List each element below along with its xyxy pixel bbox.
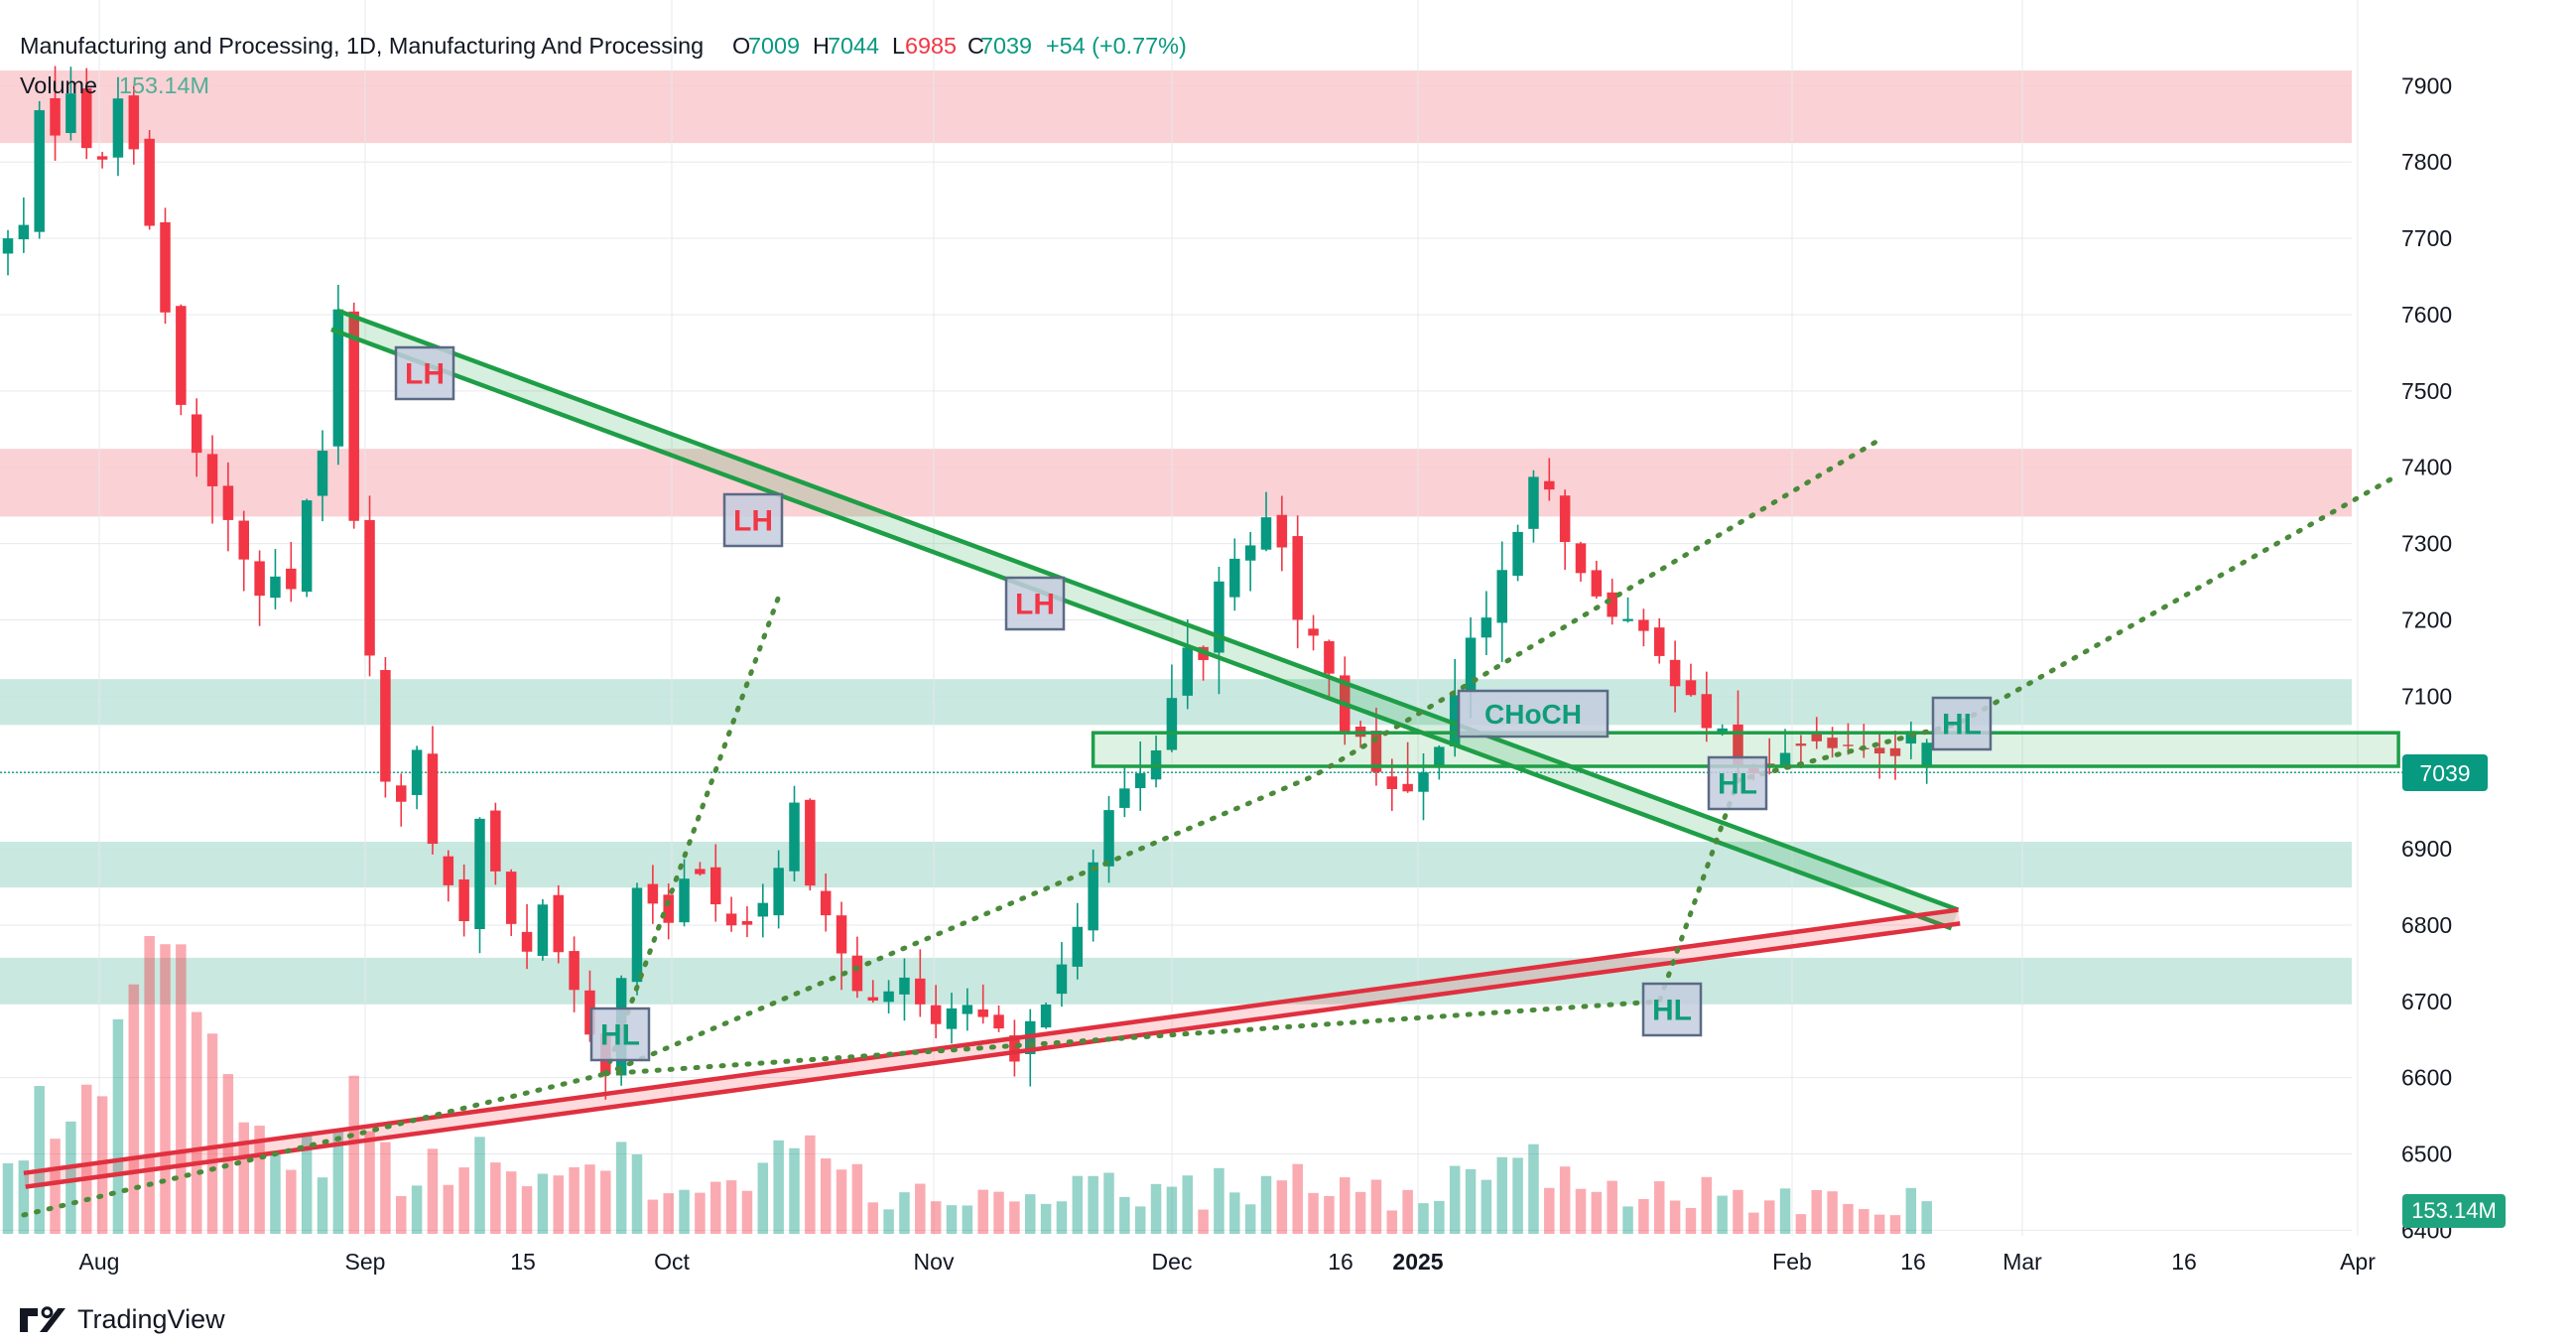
svg-text:7400: 7400 (2401, 455, 2452, 480)
svg-text:Mar: Mar (2002, 1249, 2042, 1275)
svg-text:16: 16 (2171, 1249, 2197, 1275)
svg-text:Volume: Volume (20, 72, 97, 98)
svg-text:Feb: Feb (1772, 1249, 1812, 1275)
svg-text:7044: 7044 (828, 33, 879, 59)
svg-text:7900: 7900 (2401, 72, 2452, 98)
svg-text:HL: HL (1718, 768, 1757, 801)
svg-text:7600: 7600 (2401, 302, 2452, 328)
svg-text:7009: 7009 (748, 33, 800, 59)
svg-text:CHoCH: CHoCH (1484, 699, 1582, 730)
svg-text:7700: 7700 (2401, 225, 2452, 251)
svg-text:2025: 2025 (1392, 1249, 1443, 1275)
svg-text:HL: HL (1942, 709, 1982, 741)
svg-text:6700: 6700 (2401, 989, 2452, 1014)
svg-text:LH: LH (405, 358, 445, 391)
svg-text:7300: 7300 (2401, 531, 2452, 557)
svg-text:L: L (892, 33, 905, 59)
svg-text:Nov: Nov (914, 1249, 955, 1275)
svg-text:Aug: Aug (79, 1249, 120, 1275)
svg-text:Sep: Sep (345, 1249, 386, 1275)
svg-text:HL: HL (600, 1019, 640, 1052)
svg-text:7039: 7039 (2419, 760, 2470, 786)
svg-text:6600: 6600 (2401, 1065, 2452, 1091)
svg-text:Dec: Dec (1152, 1249, 1193, 1275)
svg-text:16: 16 (1328, 1249, 1353, 1275)
svg-text:LH: LH (1015, 589, 1055, 621)
svg-text:Apr: Apr (2340, 1249, 2376, 1275)
svg-text:7200: 7200 (2401, 606, 2452, 632)
svg-text:7100: 7100 (2401, 683, 2452, 709)
svg-text:6500: 6500 (2401, 1142, 2452, 1167)
svg-text:LH: LH (733, 505, 773, 538)
svg-text:15: 15 (510, 1249, 536, 1275)
svg-text:TradingView: TradingView (77, 1304, 225, 1334)
svg-text:7039: 7039 (980, 33, 1032, 59)
svg-text:153.14M: 153.14M (2411, 1198, 2497, 1223)
svg-text:Oct: Oct (654, 1249, 690, 1275)
svg-text:16: 16 (1900, 1249, 1926, 1275)
svg-text:6900: 6900 (2401, 836, 2452, 862)
svg-text:6985: 6985 (905, 33, 957, 59)
svg-text:+54 (+0.77%): +54 (+0.77%) (1046, 33, 1187, 59)
svg-text:Manufacturing and Processing,: Manufacturing and Processing, 1D, Manufa… (20, 33, 704, 59)
svg-text:HL: HL (1652, 995, 1692, 1027)
svg-text:153.14M: 153.14M (119, 72, 209, 98)
svg-text:7500: 7500 (2401, 378, 2452, 404)
svg-text:7800: 7800 (2401, 149, 2452, 175)
svg-text:6800: 6800 (2401, 912, 2452, 938)
